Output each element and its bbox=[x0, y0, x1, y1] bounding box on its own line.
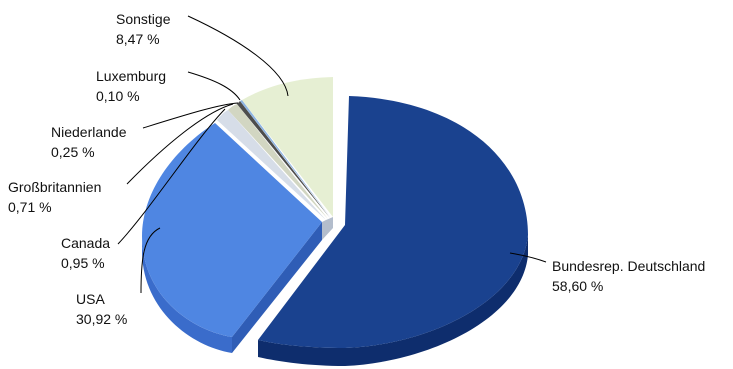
pie-depth bbox=[142, 222, 528, 366]
slice-bundesrep-deutschland bbox=[258, 96, 528, 348]
slice-sonstige bbox=[242, 77, 333, 217]
pie-slices bbox=[142, 77, 528, 348]
slice-small-sides bbox=[322, 217, 333, 240]
label-value-grossbritannien: 0,71 % bbox=[8, 199, 52, 215]
label-name-canada: Canada bbox=[61, 235, 110, 251]
slice-labels: Sonstige 8,47 % Luxemburg 0,10 % Niederl… bbox=[8, 11, 705, 327]
slice-canada bbox=[217, 110, 326, 220]
slice-usa bbox=[142, 123, 322, 337]
label-name-luxemburg: Luxemburg bbox=[96, 68, 166, 84]
slice-depth-bundesrep-deutschland bbox=[258, 235, 528, 366]
leader-line-canada bbox=[117, 108, 226, 245]
slice-grossbritannien bbox=[228, 104, 328, 219]
slice-niederlande bbox=[237, 101, 330, 218]
leader-line-grossbritannien bbox=[126, 103, 234, 185]
label-name-sonstige: Sonstige bbox=[116, 11, 171, 27]
slice-depth-usa-cut bbox=[232, 222, 322, 353]
leader-line-bundesrep-deutschland bbox=[509, 252, 547, 263]
label-value-niederlande: 0,25 % bbox=[51, 144, 95, 160]
label-name-grossbritannien: Großbritannien bbox=[8, 179, 101, 195]
leader-line-usa bbox=[140, 227, 161, 294]
leader-line-sonstige bbox=[187, 15, 289, 97]
label-name-niederlande: Niederlande bbox=[51, 124, 127, 140]
leader-line-niederlande bbox=[142, 102, 239, 129]
slice-luxemburg bbox=[240, 100, 331, 218]
leader-lines bbox=[117, 15, 547, 294]
label-name-bundesrep-deutschland: Bundesrep. Deutschland bbox=[552, 258, 705, 274]
label-name-usa: USA bbox=[76, 291, 105, 307]
slice-depth-usa bbox=[142, 236, 232, 353]
label-value-usa: 30,92 % bbox=[76, 311, 127, 327]
label-value-bundesrep-deutschland: 58,60 % bbox=[552, 278, 603, 294]
label-value-sonstige: 8,47 % bbox=[116, 31, 160, 47]
label-value-luxemburg: 0,10 % bbox=[96, 88, 140, 104]
label-value-canada: 0,95 % bbox=[61, 255, 105, 271]
leader-line-luxemburg bbox=[187, 71, 241, 101]
